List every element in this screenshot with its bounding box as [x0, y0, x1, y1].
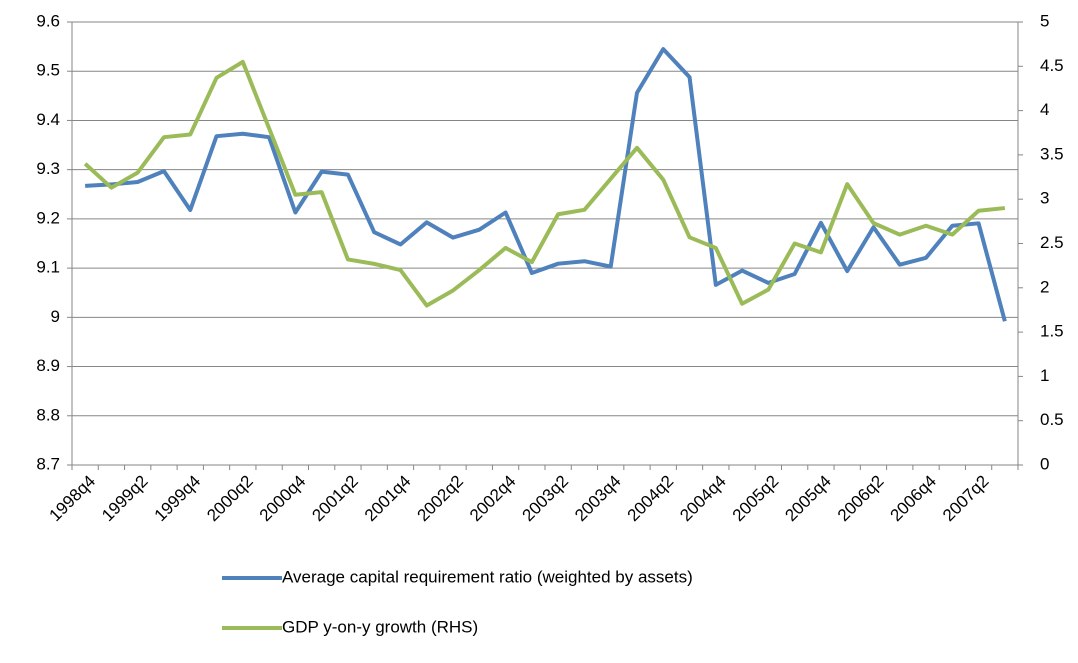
- y-tick-label: 9.3: [36, 159, 60, 178]
- x-tick-label: 2005q2: [729, 472, 783, 526]
- x-tick-label: 2004q4: [676, 472, 730, 526]
- legend-label: GDP y-on-y growth (RHS): [282, 617, 478, 636]
- y2-tick-label: 0: [1040, 454, 1049, 473]
- x-tick-label: 1998q4: [46, 472, 100, 526]
- y-tick-label: 9.4: [36, 110, 60, 129]
- x-tick-label: 2001q4: [361, 472, 415, 526]
- y-tick-label: 9.6: [36, 11, 60, 30]
- y-tick-label: 8.9: [36, 356, 60, 375]
- y2-tick-label: 2.5: [1040, 233, 1064, 252]
- y-tick-label: 9.5: [36, 61, 60, 80]
- x-tick-label: 1999q2: [98, 472, 152, 526]
- x-tick-label: 2000q4: [256, 472, 310, 526]
- y-tick-label: 9.2: [36, 208, 60, 227]
- x-tick-label: 2005q4: [781, 472, 835, 526]
- y-tick-label: 9.1: [36, 258, 60, 277]
- x-tick-label: 1999q4: [151, 472, 205, 526]
- x-tick-label: 2003q2: [519, 472, 573, 526]
- x-tick-label: 2003q4: [571, 472, 625, 526]
- legend-label: Average capital requirement ratio (weigh…: [282, 567, 693, 586]
- x-tick-label: 2001q2: [308, 472, 362, 526]
- series-line: [85, 47, 1007, 322]
- x-tick-label: 2004q2: [624, 472, 678, 526]
- x-tick-label: 2007q2: [939, 472, 993, 526]
- y2-tick-label: 1: [1040, 366, 1049, 385]
- y2-tick-label: 0.5: [1040, 410, 1064, 429]
- y2-tick-label: 4.5: [1040, 56, 1064, 75]
- x-tick-label: 2006q4: [886, 472, 940, 526]
- y-tick-label: 9: [51, 307, 60, 326]
- x-tick-label: 2006q2: [834, 472, 888, 526]
- y2-tick-label: 4: [1040, 100, 1049, 119]
- x-tick-label: 2000q2: [203, 472, 257, 526]
- x-tick-label: 2002q2: [413, 472, 467, 526]
- y-tick-label: 8.7: [36, 454, 60, 473]
- x-tick-label: 2002q4: [466, 472, 520, 526]
- y2-tick-label: 1.5: [1040, 322, 1064, 341]
- series-line: [83, 59, 1006, 308]
- y2-tick-label: 3.5: [1040, 144, 1064, 163]
- y-tick-label: 8.8: [36, 405, 60, 424]
- y2-tick-label: 2: [1040, 277, 1049, 296]
- y2-tick-label: 5: [1040, 11, 1049, 30]
- y2-tick-label: 3: [1040, 189, 1049, 208]
